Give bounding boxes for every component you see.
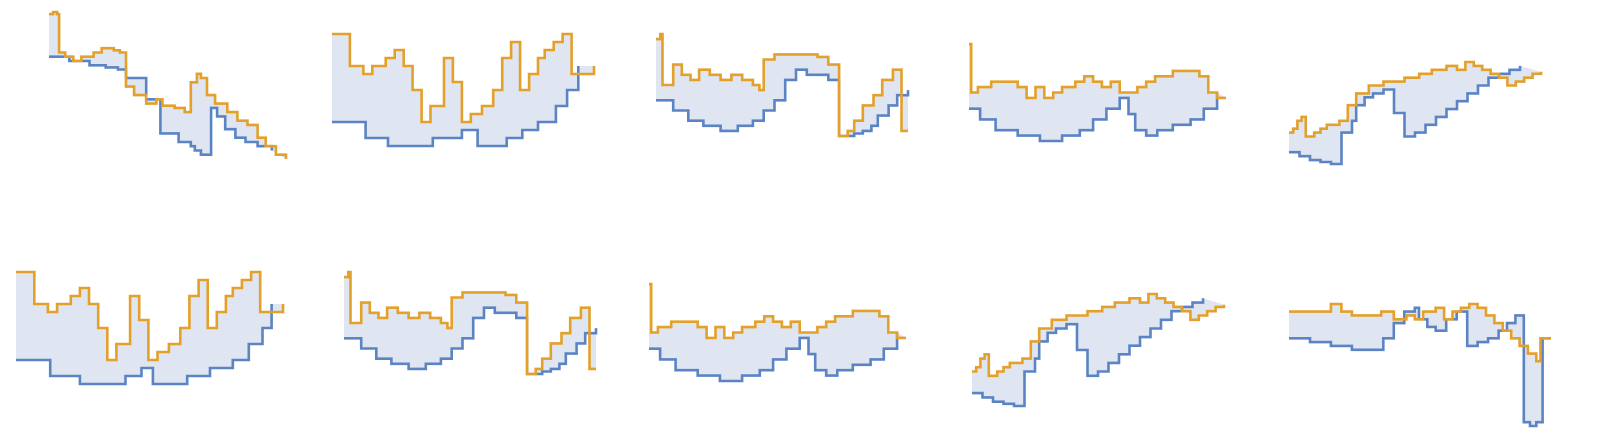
lower-series-line — [1289, 65, 1522, 166]
chart-panel-1 — [49, 10, 288, 159]
chart-panel-7 — [344, 270, 598, 376]
lower-series-line — [656, 68, 910, 138]
lower-series-line — [49, 55, 274, 156]
upper-series-line — [332, 32, 596, 124]
lower-series-line — [969, 92, 1219, 143]
upper-series-line — [49, 10, 288, 159]
chart-panel-8 — [649, 282, 906, 383]
upper-series-line — [972, 292, 1226, 378]
chart-panel-2 — [332, 32, 596, 148]
chart-panel-6 — [16, 270, 285, 386]
upper-series-line — [969, 42, 1226, 100]
fill-band — [16, 272, 283, 384]
chart-panel-5 — [1289, 60, 1543, 166]
lower-series-line — [344, 306, 598, 376]
chart-panel-4 — [969, 42, 1226, 143]
fill-band — [656, 34, 908, 136]
chart-panel-9 — [972, 292, 1226, 408]
upper-series-line — [656, 32, 908, 138]
upper-series-line — [1289, 60, 1543, 138]
lower-series-line — [332, 66, 580, 148]
fill-band — [1289, 304, 1551, 426]
lower-series-line — [649, 332, 899, 383]
fill-band — [332, 34, 594, 146]
fill-band — [969, 44, 1226, 141]
lower-series-line — [16, 304, 273, 386]
upper-series-line — [16, 270, 285, 362]
upper-series-line — [344, 270, 596, 376]
fill-band — [344, 272, 596, 374]
upper-series-line — [1289, 302, 1551, 363]
chart-panel-3 — [656, 32, 910, 138]
fill-band — [49, 12, 286, 159]
chart-panel-10 — [1289, 302, 1551, 428]
lower-series-line — [972, 298, 1205, 408]
upper-series-line — [649, 282, 906, 340]
fill-band — [649, 284, 906, 381]
